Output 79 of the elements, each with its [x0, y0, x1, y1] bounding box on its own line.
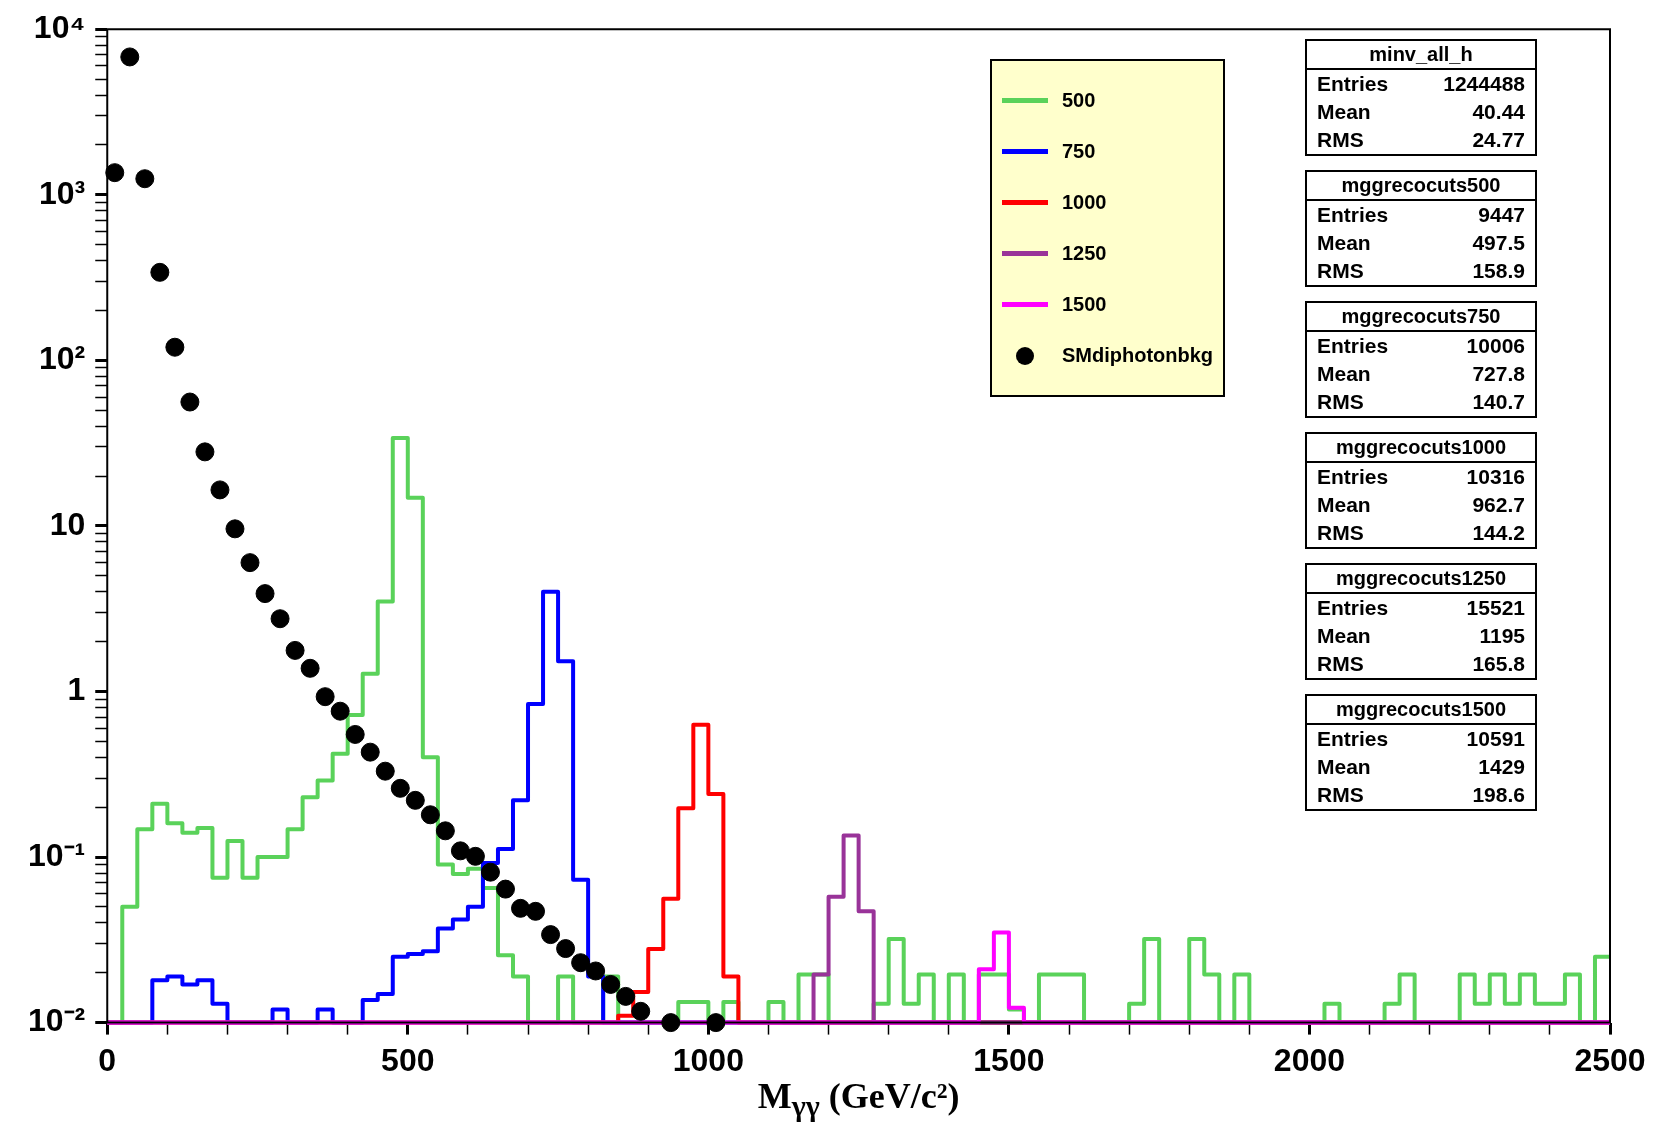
text: Entries 9447 [1317, 203, 1525, 227]
point [345, 724, 365, 744]
point [435, 821, 455, 841]
text: Mean 962.7 [1317, 493, 1525, 517]
x-axis-title: M$_{γγ}$ (GeV/c²) [757, 1074, 960, 1123]
point [390, 778, 410, 798]
point [255, 584, 275, 604]
point [631, 1001, 651, 1021]
text: RMS 140.7 [1317, 390, 1525, 414]
point [105, 163, 125, 183]
legend-label: 1500 [1062, 293, 1107, 317]
point [225, 519, 245, 539]
text: RMS 165.8 [1317, 652, 1525, 676]
text: Entries 10591 [1317, 727, 1525, 751]
annotation: mggrecocuts1500 [1307, 696, 1535, 726]
text: Mean 1429 [1317, 755, 1525, 779]
point [210, 480, 230, 500]
y-tick-label: 10³ [39, 174, 86, 211]
point [601, 974, 621, 994]
point [586, 961, 606, 981]
text: RMS 144.2 [1317, 521, 1525, 545]
text: Entries 10316 [1317, 465, 1525, 489]
y-tick-label: 10⁴ [33, 9, 86, 46]
x-tick-label: 1000 [672, 1041, 744, 1078]
legend-label: 500 [1062, 89, 1096, 113]
point [330, 701, 350, 721]
x-tick-label: 500 [381, 1041, 435, 1078]
text: RMS 198.6 [1317, 783, 1525, 807]
point [526, 901, 546, 921]
text: Mean 1195 [1317, 624, 1525, 648]
point [571, 953, 591, 973]
text: Entries 1244488 [1317, 72, 1525, 96]
y-tick-label: 10² [39, 340, 86, 377]
annotation: mggrecocuts500 [1307, 172, 1535, 202]
annotation: minv_all_h [1307, 41, 1535, 71]
y-tick-label: 10⁻² [28, 1002, 86, 1039]
x-tick-label: 0 [98, 1041, 117, 1078]
annotation: mggrecocuts1250 [1307, 565, 1535, 595]
point [360, 742, 380, 762]
point [180, 392, 200, 412]
point [556, 939, 576, 959]
annotation: mggrecocuts750 [1307, 303, 1535, 333]
x-tick-label: 1500 [973, 1041, 1045, 1078]
legend-label: 1250 [1062, 242, 1107, 266]
y-tick-label: 10 [49, 505, 86, 542]
y-tick-label: 10⁻¹ [28, 836, 86, 873]
point [120, 47, 140, 67]
text: Mean 727.8 [1317, 362, 1525, 386]
point [465, 846, 485, 866]
x-tick-label: 2000 [1273, 1041, 1346, 1078]
point [420, 805, 440, 825]
x-tick-label: 2500 [1574, 1041, 1646, 1078]
point [315, 687, 335, 707]
text: Entries 15521 [1317, 596, 1525, 620]
point [375, 761, 395, 781]
annotation: mggrecocuts1000 [1307, 434, 1535, 464]
y-tick-label: 1 [67, 671, 86, 708]
point [240, 553, 260, 573]
point [405, 790, 425, 810]
point [450, 841, 470, 861]
point [165, 337, 185, 357]
point [480, 862, 500, 882]
point [195, 442, 215, 462]
point [285, 640, 305, 660]
text: Mean 497.5 [1317, 231, 1525, 255]
text: RMS 24.77 [1317, 128, 1525, 152]
point [300, 658, 320, 678]
point [270, 609, 290, 629]
legend-label: SMdiphotonbkg [1062, 344, 1214, 368]
point [541, 925, 561, 945]
point [495, 879, 515, 899]
point [616, 986, 636, 1006]
text: Entries 10006 [1317, 334, 1525, 358]
point [135, 169, 155, 189]
legend-label: 750 [1062, 140, 1096, 164]
legend-label: 1000 [1062, 191, 1107, 215]
text: RMS 158.9 [1317, 259, 1525, 283]
point [150, 262, 170, 282]
text: Mean 40.44 [1317, 100, 1525, 124]
